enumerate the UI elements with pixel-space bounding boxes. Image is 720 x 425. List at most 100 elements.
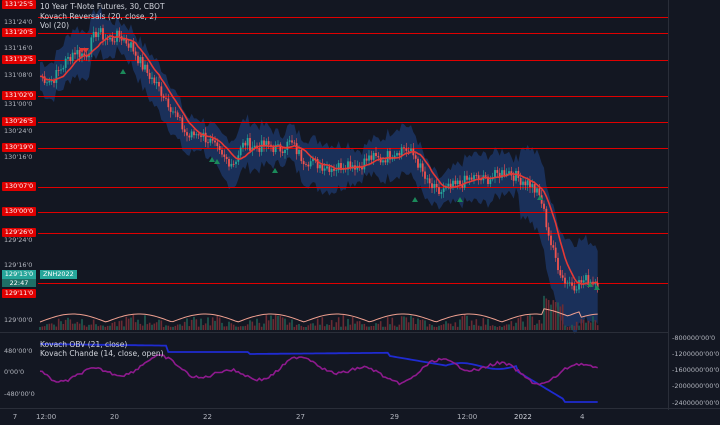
candle-body: [580, 280, 583, 283]
volume-bar: [571, 324, 573, 330]
time-tick: 29: [390, 413, 399, 421]
volume-bar: [459, 319, 461, 330]
candle-body: [403, 147, 405, 149]
buy-marker: [209, 157, 215, 162]
volume-bar: [407, 322, 410, 330]
volume-bar: [46, 324, 48, 330]
volume-bar: [538, 319, 541, 330]
candle-body: [67, 57, 69, 59]
candle-body: [274, 144, 277, 153]
pane-divider[interactable]: [0, 332, 668, 333]
candle-body: [440, 191, 443, 195]
volume-bar: [76, 321, 79, 330]
volume-bar: [155, 322, 158, 330]
price-tick: 130'24'0: [4, 127, 33, 135]
volume-bar: [279, 315, 282, 330]
candle-body: [316, 159, 319, 169]
volume-bar: [39, 327, 41, 330]
volume-bar: [249, 320, 251, 330]
candle-body: [384, 160, 387, 163]
main-legend: 10 Year T-Note Futures, 30, CBOT Kovach …: [40, 2, 165, 31]
legend-indicator-1[interactable]: Kovach Reversals (20, close, 2): [40, 11, 157, 21]
candle-body: [568, 282, 571, 284]
candle-body: [421, 163, 424, 172]
candle-body: [293, 142, 296, 144]
candle-body: [277, 144, 279, 146]
timezone-button[interactable]: 7: [12, 413, 18, 421]
candle-body: [158, 81, 160, 87]
candle-body: [193, 131, 195, 136]
candle-body: [519, 177, 522, 185]
candle-body: [302, 161, 305, 165]
candle-body: [286, 141, 289, 150]
volume-bar: [585, 322, 587, 330]
candle-body: [396, 153, 398, 156]
candle-body: [349, 161, 352, 169]
time-tick: 20: [110, 413, 119, 421]
candle-body: [321, 164, 324, 171]
candle-body: [545, 208, 548, 228]
candle-body: [575, 289, 578, 291]
volume-bar: [272, 319, 275, 330]
time-scale-divider: [0, 408, 720, 409]
volume-bar: [253, 325, 256, 330]
candle-body: [587, 275, 590, 286]
buy-marker: [457, 197, 463, 202]
volume-bar: [176, 324, 179, 330]
candle-body: [405, 148, 408, 151]
volume-bar: [328, 324, 331, 330]
volume-bar: [85, 326, 88, 330]
volume-bar: [508, 324, 510, 330]
volume-bar: [244, 325, 247, 330]
volume-bar: [265, 315, 268, 330]
candle-body: [81, 53, 83, 58]
candle-body: [130, 42, 132, 48]
volume-bar: [522, 321, 524, 330]
volume-bar: [120, 320, 123, 330]
candle-body: [127, 43, 130, 48]
candle-body: [578, 280, 580, 290]
candle-body: [428, 178, 431, 184]
osc-tick: -480'00'0: [4, 390, 35, 398]
level-label: 130'07'0: [2, 182, 36, 191]
volume-bar: [237, 326, 240, 330]
candle-body: [340, 163, 342, 170]
candle-body: [536, 188, 538, 193]
volume-bar: [300, 325, 303, 330]
candle-body: [155, 81, 158, 84]
obv-line: [40, 343, 598, 403]
candle-body: [221, 149, 223, 155]
candle-body: [307, 164, 310, 167]
candle-body: [263, 140, 265, 147]
volume-bar: [575, 321, 578, 330]
candle-body: [435, 183, 438, 188]
buy-marker: [594, 285, 600, 290]
candle-body: [78, 50, 81, 58]
volume-bar: [342, 315, 345, 330]
volume-bar: [267, 320, 270, 330]
candle-body: [204, 132, 207, 143]
lower-legend: Kovach OBV (21, close) Kovach Chande (14…: [40, 340, 164, 358]
volume-bar: [256, 318, 258, 330]
candle-body: [596, 282, 599, 288]
volume-bar: [449, 323, 452, 330]
candle-body: [225, 156, 228, 160]
legend-obv[interactable]: Kovach OBV (21, close): [40, 340, 128, 349]
volume-bar: [568, 326, 571, 330]
volume-bar: [43, 326, 46, 330]
candle-body: [265, 141, 268, 147]
candle-body: [300, 149, 303, 162]
volume-bar: [412, 317, 415, 330]
legend-chande[interactable]: Kovach Chande (14, close, open): [40, 349, 164, 358]
volume-bar: [594, 320, 597, 330]
volume-bar: [284, 318, 286, 330]
volume-bar: [288, 322, 291, 330]
candle-body: [470, 177, 473, 180]
candle-body: [125, 38, 128, 44]
legend-indicator-2[interactable]: Vol (20): [40, 21, 70, 30]
candle-body: [475, 175, 478, 177]
chart-title[interactable]: 10 Year T-Note Futures, 30, CBOT: [40, 2, 165, 11]
volume-bar: [582, 319, 585, 330]
buy-marker: [214, 159, 220, 164]
